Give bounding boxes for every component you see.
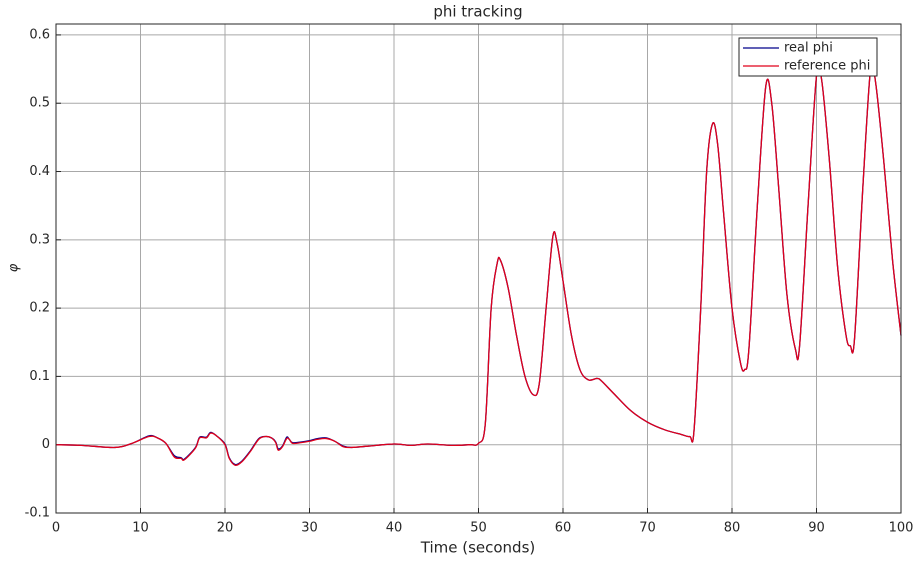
data-line: [55, 61, 902, 466]
x-tick-label: 20: [217, 521, 234, 536]
y-axis-label: φ: [7, 263, 22, 272]
chart-title: phi tracking: [433, 3, 522, 21]
x-tick-label: 0: [52, 521, 60, 536]
y-tick-label: 0.2: [29, 301, 50, 316]
x-tick-label: 80: [724, 521, 741, 536]
y-tick-label: -0.1: [25, 506, 50, 521]
x-tick-label: 60: [555, 521, 572, 536]
y-tick-label: 0.1: [29, 369, 50, 384]
y-tick-label: 0.3: [29, 232, 50, 247]
y-tick-label: 0.6: [29, 27, 50, 42]
x-tick-label: 40: [386, 521, 403, 536]
x-tick-label: 100: [889, 521, 914, 536]
x-tick-label: 90: [808, 521, 825, 536]
y-tick-label: 0.5: [29, 96, 50, 111]
y-tick-label: 0: [42, 437, 50, 452]
legend-label: reference phi: [784, 59, 870, 74]
x-tick-label: 10: [132, 521, 149, 536]
axes-box: [55, 23, 902, 514]
legend-box: [738, 37, 878, 77]
x-tick-label: 30: [301, 521, 318, 536]
x-tick-label: 50: [470, 521, 487, 536]
y-tick-label: 0.4: [29, 164, 50, 179]
x-tick-label: 70: [639, 521, 656, 536]
legend-label: real phi: [784, 41, 833, 56]
x-axis-label: Time (seconds): [420, 539, 536, 557]
